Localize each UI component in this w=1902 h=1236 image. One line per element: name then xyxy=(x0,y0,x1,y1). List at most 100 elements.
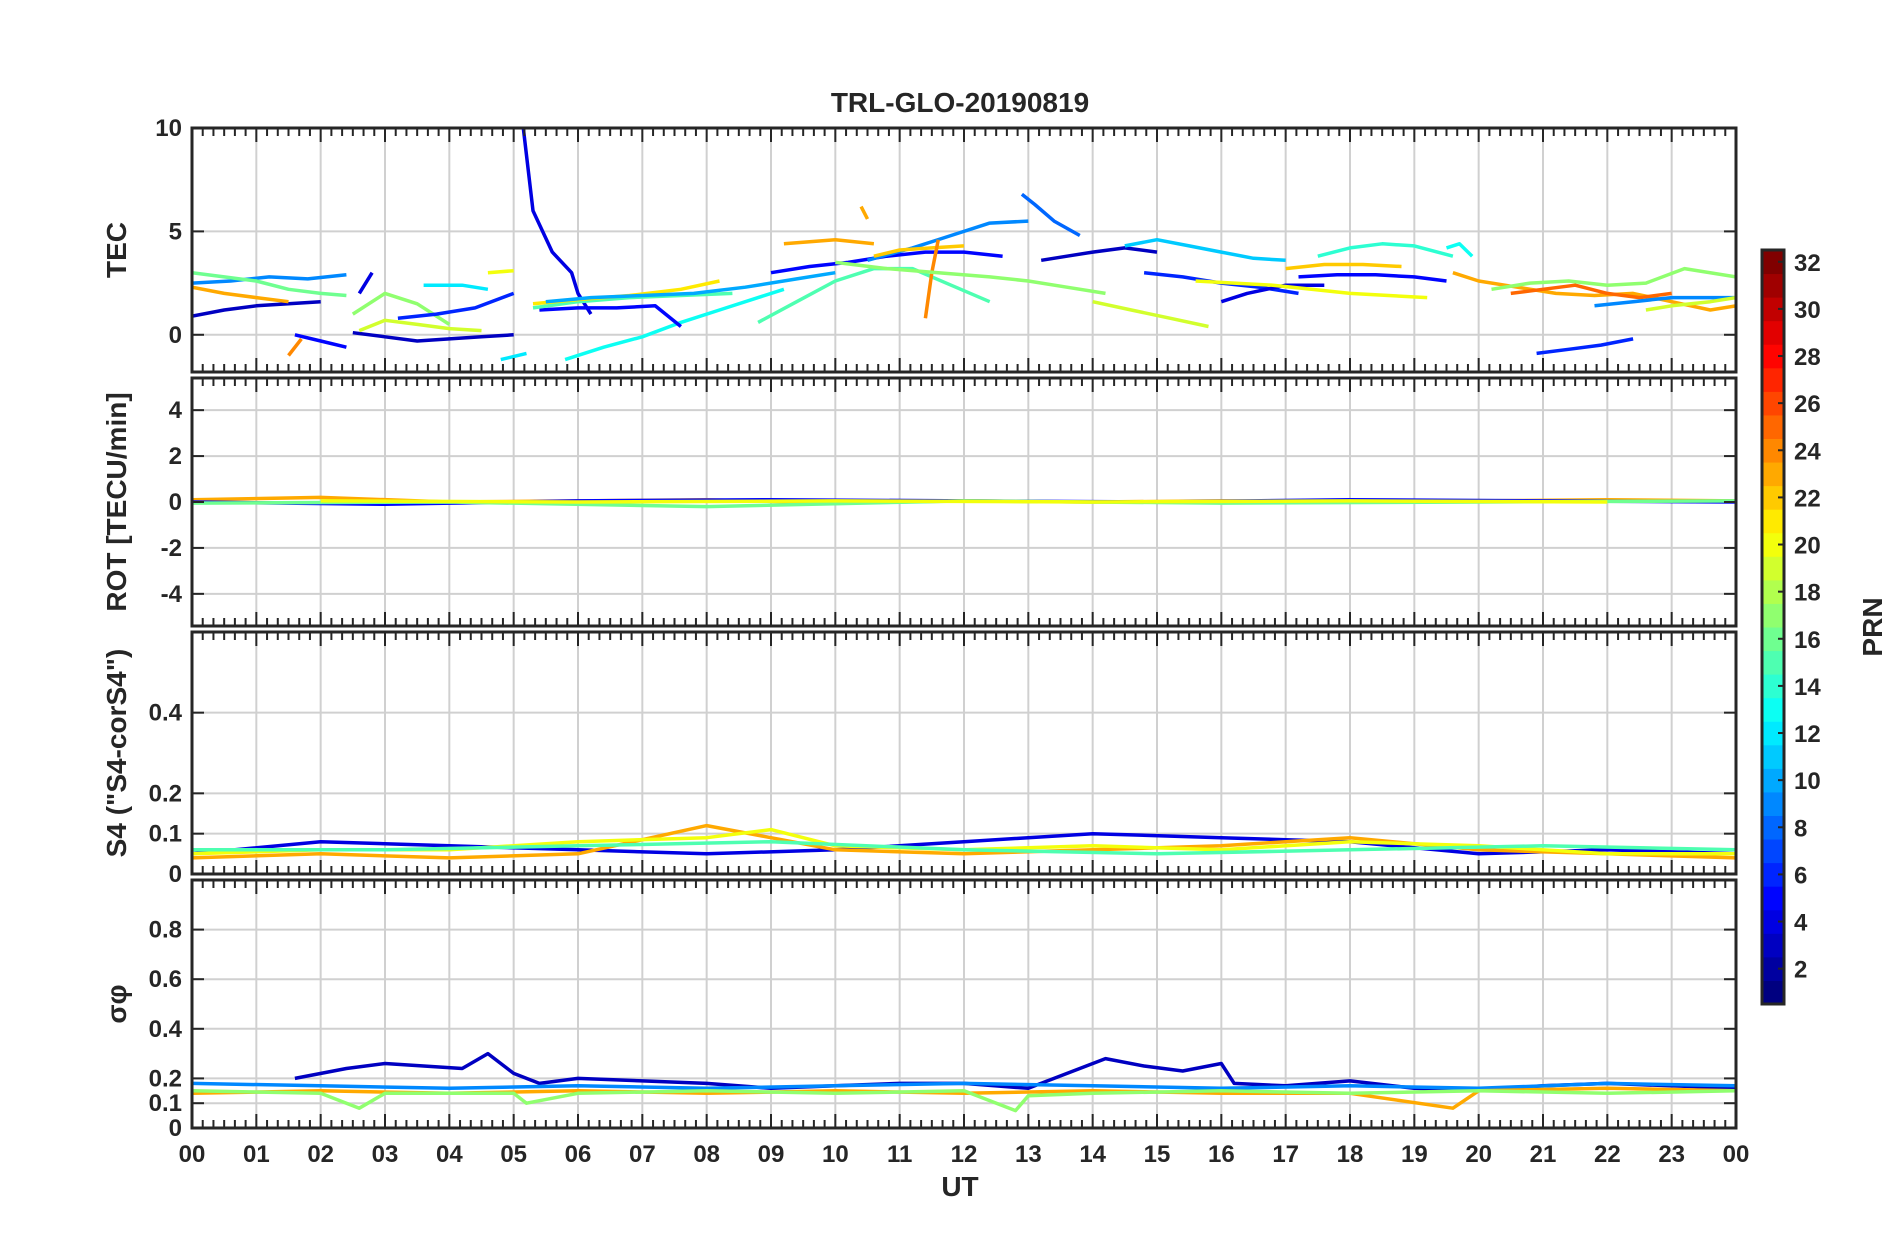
series-line-prn-12 xyxy=(500,351,527,362)
x-tick-label: 09 xyxy=(758,1141,785,1168)
series-line-prn-20 xyxy=(487,268,514,275)
x-tick-label: 17 xyxy=(1272,1141,1299,1168)
panel-sigma-phi: 00.10.2 0.4 0.6 0.8 σφ xyxy=(101,878,1738,1142)
series-line-prn-17 xyxy=(835,260,1106,296)
y-tick-label: 0.8 xyxy=(149,917,182,944)
y-axis-label: σφ xyxy=(101,984,132,1023)
series-line-prn-6 xyxy=(1536,337,1634,356)
series-line-prn-23 xyxy=(783,237,875,246)
y-tick-label: -4 xyxy=(161,581,183,608)
colorbar-swatch xyxy=(1762,933,1784,958)
colorbar-swatch xyxy=(1762,556,1784,581)
x-tick-label: 18 xyxy=(1337,1141,1364,1168)
y-tick-label: 10 xyxy=(155,115,182,142)
x-tick-label: 21 xyxy=(1530,1141,1557,1168)
series-line-prn-17 xyxy=(1491,266,1736,292)
y-tick-label: 5 xyxy=(169,218,182,245)
series-line-prn-8 xyxy=(1020,192,1081,238)
series-line-prn-17 xyxy=(351,291,451,326)
series-line-prn-9 xyxy=(192,273,347,285)
colorbar-swatch xyxy=(1762,367,1784,392)
series-line-prn-4 xyxy=(192,831,1736,856)
figure-title: TRL-GLO-20190819 xyxy=(831,87,1089,118)
series-line-prn-13 xyxy=(1445,242,1474,258)
series-line-prn-10 xyxy=(545,270,836,304)
series-line-prn-14 xyxy=(1317,242,1454,258)
colorbar-tick-label: 22 xyxy=(1794,485,1821,512)
colorbar-tick-label: 30 xyxy=(1794,297,1821,324)
series-line-prn-15 xyxy=(192,839,1736,856)
series-line-prn-3 xyxy=(192,299,321,318)
series-line-prn-9 xyxy=(192,1081,1736,1091)
colorbar-swatch xyxy=(1762,627,1784,652)
x-tick-label: 15 xyxy=(1144,1141,1171,1168)
colorbar-swatch xyxy=(1762,579,1784,604)
x-tick-label: 22 xyxy=(1594,1141,1621,1168)
x-tick-label: 04 xyxy=(436,1141,463,1168)
colorbar-swatch xyxy=(1762,250,1784,275)
series-line-prn-12 xyxy=(423,283,489,292)
colorbar-swatch xyxy=(1762,391,1784,416)
series-line-prn-3 xyxy=(1040,246,1158,263)
colorbar-frame xyxy=(1760,248,1786,1006)
colorbar-swatch xyxy=(1762,909,1784,934)
colorbar-swatch xyxy=(1762,886,1784,911)
series-line-prn-6 xyxy=(397,291,515,320)
series-line-prn-15 xyxy=(757,266,991,324)
colorbar-swatch xyxy=(1762,297,1784,322)
series-line-prn-4 xyxy=(1220,283,1325,304)
y-tick-label: 2 xyxy=(169,443,182,470)
x-tick-label: 11 xyxy=(887,1141,912,1168)
x-tick-labels: 00 01 02 03 04 05 06 07 08 09 10 11 12 13 14 15 16 17 18 19… xyxy=(179,1141,1750,1168)
x-tick-label: 20 xyxy=(1465,1141,1492,1168)
colorbar-swatch xyxy=(1762,697,1784,722)
y-tick-label: -2 xyxy=(161,535,182,562)
series-line-prn-23 xyxy=(192,823,1736,860)
x-tick-label: 14 xyxy=(1079,1141,1106,1168)
colorbar-swatch xyxy=(1762,603,1784,628)
series-line-prn-17 xyxy=(192,1089,1736,1113)
colorbar-tick-label: 24 xyxy=(1794,438,1821,465)
colorbar-swatch xyxy=(1762,462,1784,487)
colorbar-swatch xyxy=(1762,815,1784,840)
series-line-prn-4 xyxy=(357,271,374,295)
colorbar-tick-label: 32 xyxy=(1794,250,1821,277)
series-group xyxy=(192,128,1736,362)
colorbar-tick-label: 8 xyxy=(1794,815,1807,842)
x-tick-label: 06 xyxy=(565,1141,592,1168)
x-tick-label: 07 xyxy=(629,1141,656,1168)
colorbar-swatch xyxy=(1762,438,1784,463)
colorbar-swatch xyxy=(1762,485,1784,510)
colorbar-swatch xyxy=(1762,650,1784,675)
colorbar-tick-label: 14 xyxy=(1794,674,1821,701)
y-tick-label: 0.2 xyxy=(149,1065,182,1092)
x-tick-label: 19 xyxy=(1401,1141,1428,1168)
series-line-prn-22 xyxy=(1285,262,1402,271)
colorbar-swatch xyxy=(1762,320,1784,345)
colorbar-swatch xyxy=(1762,768,1784,793)
panel-s4: 0 0.1 0.2 0.4 S4 ("S4-corS4") xyxy=(101,630,1738,888)
series-line-prn-9 xyxy=(1594,295,1736,308)
colorbar-tick-label: 26 xyxy=(1794,391,1821,418)
series-line-prn-20 xyxy=(1195,279,1428,300)
x-tick-label: 03 xyxy=(372,1141,399,1168)
colorbar-swatch xyxy=(1762,980,1784,1005)
y-tick-label: 0.4 xyxy=(149,1016,183,1043)
colorbar-tick-label: 18 xyxy=(1794,580,1821,607)
colorbar-tick-label: 16 xyxy=(1794,627,1821,654)
y-tick-label: 0 xyxy=(169,1115,182,1142)
colorbar-tick-label: 28 xyxy=(1794,344,1821,371)
colorbar-tick-label: 12 xyxy=(1794,721,1821,748)
series-line-prn-5 xyxy=(539,304,682,328)
y-tick-label: 0.1 xyxy=(149,1090,182,1117)
series-line-prn-23 xyxy=(1452,271,1736,312)
series-line-prn-3 xyxy=(352,330,514,343)
series-line-prn-19 xyxy=(1092,299,1209,329)
colorbar-swatch xyxy=(1762,839,1784,864)
y-tick-label: 0.2 xyxy=(149,780,182,807)
colorbar-label: PRN xyxy=(1857,597,1888,656)
colorbar-swatch xyxy=(1762,791,1784,816)
y-tick-label: 0.4 xyxy=(149,700,183,727)
